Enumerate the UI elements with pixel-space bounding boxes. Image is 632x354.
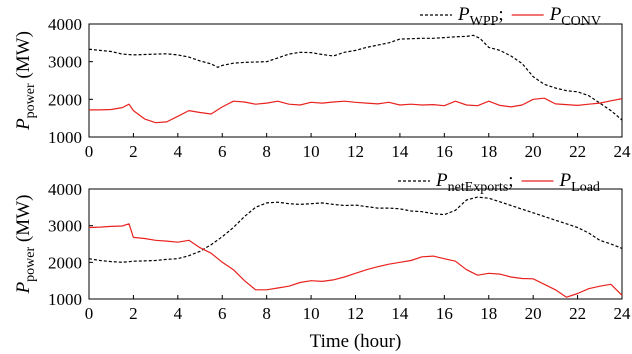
y-axis-label-symbol: P xyxy=(13,281,34,294)
x-tick-label: 0 xyxy=(85,304,94,323)
legend-subscript: WPP xyxy=(470,14,499,29)
series-line-conv xyxy=(89,97,623,124)
x-tick-label: 24 xyxy=(614,142,632,161)
y-tick-label: 4000 xyxy=(48,180,82,199)
y-tick-label: 3000 xyxy=(48,53,82,72)
x-tick-label: 6 xyxy=(218,304,227,323)
x-tick-label: 20 xyxy=(525,304,542,323)
x-tick-label: 2 xyxy=(129,304,138,323)
x-tick-label: 2 xyxy=(129,142,138,161)
x-tick-label: 4 xyxy=(174,304,183,323)
x-tick-label: 14 xyxy=(391,304,409,323)
series-line-netexports xyxy=(88,196,623,263)
y-tick-label: 2000 xyxy=(48,253,82,272)
legend-subscript: netExports xyxy=(448,180,509,195)
x-tick-label: 24 xyxy=(614,304,632,323)
x-tick-label: 20 xyxy=(525,142,542,161)
legend-symbol: P xyxy=(457,4,470,25)
y-axis-label-symbol: P xyxy=(13,118,34,131)
x-tick-label: 10 xyxy=(303,142,320,161)
legend-label-load: PLoad xyxy=(559,170,600,195)
legend-symbol: P xyxy=(549,4,562,25)
y-tick-label: 1000 xyxy=(48,290,82,309)
y-tick-label: 1000 xyxy=(48,128,82,147)
legend-label-conv: PCONV xyxy=(549,4,601,29)
x-tick-label: 16 xyxy=(436,142,453,161)
x-tick-label: 18 xyxy=(480,142,497,161)
series-line-load xyxy=(88,223,623,298)
legend-separator: ; xyxy=(498,4,503,25)
legend-label-netexports: PnetExports; xyxy=(435,170,514,195)
legend-separator: ; xyxy=(508,170,513,191)
x-tick-label: 22 xyxy=(569,304,586,323)
legend-subscript: CONV xyxy=(561,14,601,29)
y-axis-label: Ppower (MW) xyxy=(13,195,38,295)
y-axis-label-subscript: power xyxy=(23,83,38,118)
legend-symbol: P xyxy=(435,170,448,191)
x-tick-label: 16 xyxy=(436,304,453,323)
x-tick-label: 6 xyxy=(218,142,227,161)
x-tick-label: 8 xyxy=(262,142,271,161)
plot-frame xyxy=(88,188,623,300)
legend-label-wpp: PWPP; xyxy=(457,4,504,29)
y-tick-label: 4000 xyxy=(48,15,82,34)
x-tick-label: 0 xyxy=(85,142,94,161)
y-axis-label-unit: (MW) xyxy=(13,195,34,247)
x-axis-label: Time (hour) xyxy=(310,331,402,352)
y-tick-label: 2000 xyxy=(48,90,82,109)
x-tick-label: 8 xyxy=(262,304,271,323)
x-tick-label: 12 xyxy=(347,304,364,323)
legend: PWPP; PCONV xyxy=(420,4,601,29)
legend: PnetExports; PLoad xyxy=(398,170,600,195)
x-tick-label: 14 xyxy=(391,142,409,161)
x-tick-label: 12 xyxy=(347,142,364,161)
y-axis-label-unit: (MW) xyxy=(13,31,34,83)
y-tick-label: 3000 xyxy=(48,217,82,236)
legend-symbol: P xyxy=(559,170,572,191)
legend-subscript: Load xyxy=(571,180,600,195)
x-tick-label: 4 xyxy=(174,142,183,161)
x-tick-label: 22 xyxy=(569,142,586,161)
y-axis-label-subscript: power xyxy=(23,246,38,281)
x-tick-label: 10 xyxy=(303,304,320,323)
plot-frame xyxy=(88,23,623,138)
series-line-wpp xyxy=(88,34,623,121)
x-tick-label: 18 xyxy=(480,304,497,323)
y-axis-label: Ppower (MW) xyxy=(13,31,38,131)
